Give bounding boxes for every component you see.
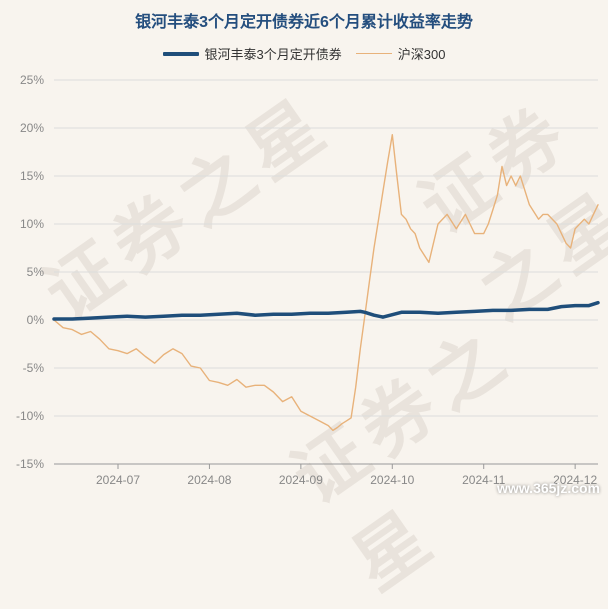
legend-item-fund[interactable]: 银河丰泰3个月定开债券: [162, 44, 342, 63]
chart-title: 银河丰泰3个月定开债券近6个月累计收益率走势: [135, 14, 473, 31]
grid-lines: [54, 79, 598, 465]
series-lines: [52, 133, 600, 432]
y-tick-label: 25%: [20, 73, 44, 87]
y-axis: 25% 20% 15% 10% 5% 0% -5% -10% -15%: [16, 73, 44, 471]
series-line-fund: [52, 300, 600, 321]
x-tick-label: 2024-08: [187, 473, 231, 487]
x-tick-label: 2024-07: [96, 473, 140, 487]
x-tick-label: 2024-11: [462, 473, 505, 487]
y-tick-label: 5%: [27, 265, 45, 279]
legend-item-index[interactable]: 沪深300: [355, 44, 446, 63]
y-tick-label: 20%: [20, 121, 44, 135]
x-tick-label: 2024-12: [553, 473, 597, 487]
chart-plot: 25%20%15%10%5%0%-5%-10%-15% 2024-07 2024-…: [16, 73, 600, 487]
x-tick-label: 2024-10: [370, 473, 414, 487]
y-tick-label: -10%: [16, 409, 44, 423]
footer-watermark: www.365jz.com: [497, 480, 600, 496]
x-tick-label: 2024-09: [279, 473, 323, 487]
x-axis: 2024-07 2024-08 2024-09 2024-10 2024-11 2024-…: [54, 463, 598, 487]
legend-label-index: 沪深300: [397, 47, 446, 62]
series-line-index: [53, 133, 599, 432]
y-tick-label: 15%: [20, 169, 44, 183]
y-tick-label: 10%: [20, 217, 44, 231]
y-tick-label: -5%: [23, 361, 45, 375]
y-tick-label: 0%: [27, 313, 45, 327]
legend-swatch-index: [355, 52, 392, 55]
legend-label-fund: 银河丰泰3个月定开债券: [204, 47, 342, 62]
y-tick-label: -15%: [16, 457, 44, 471]
chart-legend: 银河丰泰3个月定开债券 沪深300: [0, 44, 608, 63]
legend-swatch-fund: [162, 51, 199, 56]
